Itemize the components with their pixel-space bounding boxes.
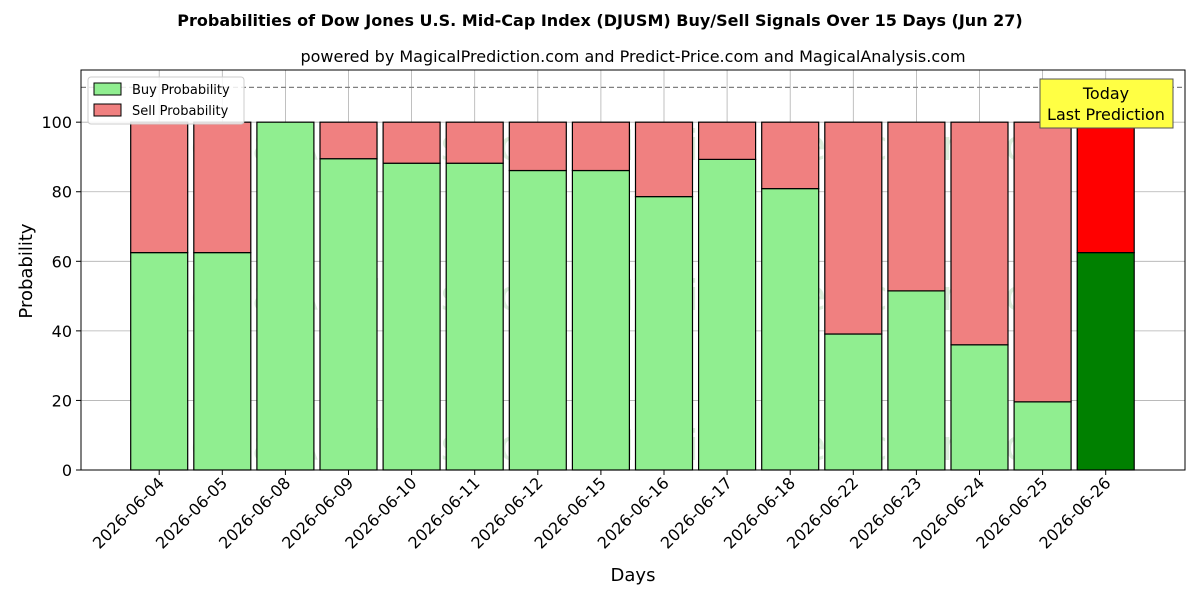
buy-bar xyxy=(887,290,946,471)
buy-bar xyxy=(634,196,694,471)
sell-bar xyxy=(571,121,631,172)
chart-subtitle: powered by MagicalPrediction.com and Pre… xyxy=(300,47,965,66)
buy-bar xyxy=(445,162,504,471)
buy-bar xyxy=(256,121,315,471)
sell-bar xyxy=(761,121,820,190)
sell-bar xyxy=(824,121,883,335)
plot-frame xyxy=(80,69,1186,471)
buy-bar xyxy=(697,158,757,471)
y-tick-label: 40 xyxy=(52,322,72,341)
buy-bar xyxy=(1013,401,1072,471)
buy-bar xyxy=(571,169,631,471)
sell-bar xyxy=(697,121,757,160)
sell-bar xyxy=(634,121,694,198)
y-axis-label: Probability xyxy=(16,223,37,318)
y-tick-label: 20 xyxy=(52,391,72,410)
legend-label-buy: Buy Probability xyxy=(132,83,230,98)
legend-label-sell: Sell Probability xyxy=(132,104,229,119)
buy-bar xyxy=(508,169,567,471)
today-annotation-box xyxy=(1039,78,1174,129)
legend-swatch-sell xyxy=(93,103,122,117)
buy-bar xyxy=(193,252,252,471)
buy-bar xyxy=(950,344,1009,471)
legend-box xyxy=(87,76,245,125)
sell-bar xyxy=(887,121,946,292)
sell-bar xyxy=(130,121,189,254)
buy-bar xyxy=(319,158,378,471)
today-annotation-line1: Today xyxy=(1082,84,1129,103)
sell-bar xyxy=(950,121,1009,346)
buy-bar xyxy=(130,252,189,471)
y-tick-label: 60 xyxy=(52,252,72,271)
y-tick-label: 0 xyxy=(62,461,72,480)
buy-bar xyxy=(761,188,820,471)
sell-bar xyxy=(319,121,378,160)
sell-bar xyxy=(1013,121,1072,403)
y-tick-label: 80 xyxy=(52,183,72,202)
sell-bar xyxy=(508,121,567,172)
sell-bar xyxy=(445,121,504,164)
sell-bar xyxy=(382,121,441,164)
sell-bar xyxy=(193,121,252,254)
x-axis-label: Days xyxy=(611,565,656,586)
buy-bar xyxy=(382,162,441,471)
buy-bar xyxy=(1076,252,1135,471)
buy-bar xyxy=(824,333,883,471)
y-tick-label: 100 xyxy=(41,113,72,132)
chart-title: Probabilities of Dow Jones U.S. Mid-Cap … xyxy=(177,11,1022,30)
today-annotation-line2: Last Prediction xyxy=(1047,105,1165,124)
legend-swatch-buy xyxy=(93,82,122,96)
plot-area: MagicalAnalysis.comMagicalPrediction.com… xyxy=(41,69,1186,553)
sell-bar xyxy=(1076,121,1135,254)
